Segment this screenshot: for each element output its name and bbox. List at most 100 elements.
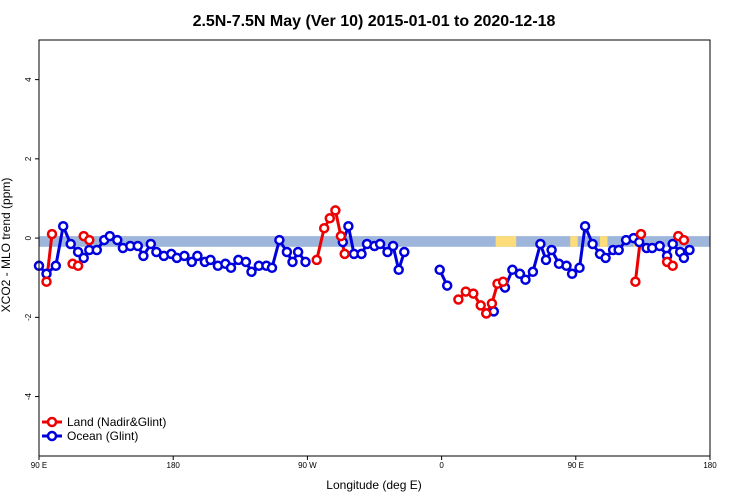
- series-lines: [37, 208, 691, 315]
- chart-title: 2.5N-7.5N May (Ver 10) 2015-01-01 to 202…: [193, 13, 556, 30]
- ocean-data-point: [374, 238, 386, 250]
- ocean-data-point: [520, 274, 531, 285]
- ocean-data-point: [507, 264, 518, 276]
- land-band-segment: [495, 236, 517, 247]
- ocean-data-point: [50, 260, 62, 272]
- ocean-data-point: [186, 256, 198, 268]
- x-tick-label: 90 E: [568, 461, 584, 470]
- ocean-data-point: [104, 230, 116, 242]
- land-data-point: [72, 260, 84, 272]
- land-band-segment: [570, 236, 578, 247]
- y-tick-label: 4: [24, 77, 33, 82]
- ocean-data-point: [600, 252, 611, 264]
- land-data-point: [630, 276, 641, 287]
- ocean-data-point: [192, 250, 203, 262]
- ocean-data-point: [138, 250, 149, 262]
- land-data-point: [330, 205, 341, 216]
- ocean-data-point: [179, 250, 190, 262]
- land-data-point: [468, 288, 479, 299]
- land-data-point: [635, 228, 647, 240]
- x-tick-label: 90 W: [298, 461, 317, 470]
- ocean-data-point: [246, 266, 257, 278]
- land-data-point: [678, 234, 690, 246]
- ocean-data-point: [546, 244, 557, 256]
- ocean-data-point: [292, 246, 304, 258]
- legend-land-marker: [46, 416, 58, 428]
- legend: Land (Nadir&Glint) Ocean (Glint): [42, 415, 166, 443]
- ocean-data-point: [205, 254, 216, 266]
- x-tick-label: 90 E: [31, 461, 47, 470]
- ocean-data-point: [132, 240, 144, 252]
- ocean-data-point: [527, 266, 539, 278]
- ocean-data-point: [434, 264, 445, 276]
- land-data-point: [84, 234, 95, 246]
- ocean-data-point: [579, 220, 591, 232]
- land-data-point: [475, 300, 486, 311]
- ocean-data-point: [356, 248, 367, 260]
- ocean-data-point: [540, 254, 552, 266]
- ocean-data-point: [654, 240, 665, 252]
- ocean-data-point: [514, 268, 526, 280]
- ocean-data-point: [57, 220, 69, 232]
- ocean-data-point: [225, 262, 237, 274]
- ocean-data-point: [91, 244, 103, 256]
- ocean-data-point: [240, 256, 252, 268]
- ocean-data-point: [393, 264, 404, 276]
- ocean-data-point: [684, 244, 695, 256]
- ocean-data-point: [561, 260, 572, 272]
- ocean-data-point: [399, 246, 410, 258]
- ocean-data-point: [300, 256, 311, 268]
- y-tick-label: -2: [24, 313, 33, 321]
- y-axis: -4 -2 0 2 4: [24, 77, 39, 400]
- ocean-data-point: [287, 256, 298, 268]
- y-tick-label: 0: [24, 235, 33, 240]
- x-tick-label: 180: [703, 461, 717, 470]
- ocean-data-point: [574, 262, 585, 274]
- land-band-segment: [600, 236, 608, 247]
- x-tick-label: 180: [167, 461, 181, 470]
- legend-ocean-label: Ocean (Glint): [67, 429, 138, 443]
- land-data-point: [324, 213, 336, 224]
- ocean-data-point: [633, 236, 645, 248]
- legend-ocean-marker: [46, 430, 58, 442]
- ocean-data-point: [441, 280, 453, 291]
- land-data-point: [311, 254, 322, 266]
- ocean-data-point: [112, 234, 123, 246]
- y-axis-label: XCO2 - MLO trend (ppm): [0, 178, 13, 313]
- ocean-data-point: [566, 268, 578, 280]
- ocean-data-point: [266, 262, 278, 274]
- legend-land-label: Land (Nadir&Glint): [67, 415, 166, 429]
- ocean-data-point: [281, 246, 293, 258]
- ocean-series-line: [503, 224, 682, 289]
- land-data-point: [453, 294, 464, 305]
- ocean-data-point: [535, 238, 546, 250]
- plot-frame: [38, 39, 711, 457]
- x-axis-label: Longitude (deg E): [326, 478, 421, 492]
- x-tick-label: 0: [439, 461, 444, 470]
- ocean-data-point: [678, 252, 690, 264]
- ocean-data-point: [343, 220, 354, 232]
- ocean-data-point: [667, 238, 678, 250]
- land-data-point: [486, 298, 498, 309]
- land-data-point: [481, 308, 492, 319]
- land-data-point: [318, 222, 330, 234]
- land-data-point: [667, 260, 678, 272]
- land-data-point: [41, 276, 52, 287]
- ocean-data-point: [387, 240, 399, 252]
- ocean-data-point: [145, 238, 157, 250]
- ocean-data-point: [382, 246, 393, 258]
- y-tick-label: 2: [24, 156, 33, 161]
- ocean-data-point: [587, 238, 598, 250]
- land-data-point: [497, 276, 509, 287]
- ocean-data-point: [78, 252, 89, 264]
- ocean-data-point: [65, 238, 76, 250]
- y-tick-label: -4: [24, 392, 33, 400]
- ocean-data-point: [613, 244, 624, 256]
- land-data-point: [46, 228, 58, 240]
- land-data-point: [335, 230, 347, 242]
- ocean-data-point: [274, 234, 285, 246]
- ocean-data-point: [72, 246, 84, 258]
- x-axis: 90 E 180 90 W 0 90 E 180: [31, 456, 717, 470]
- land-data-point: [339, 248, 350, 260]
